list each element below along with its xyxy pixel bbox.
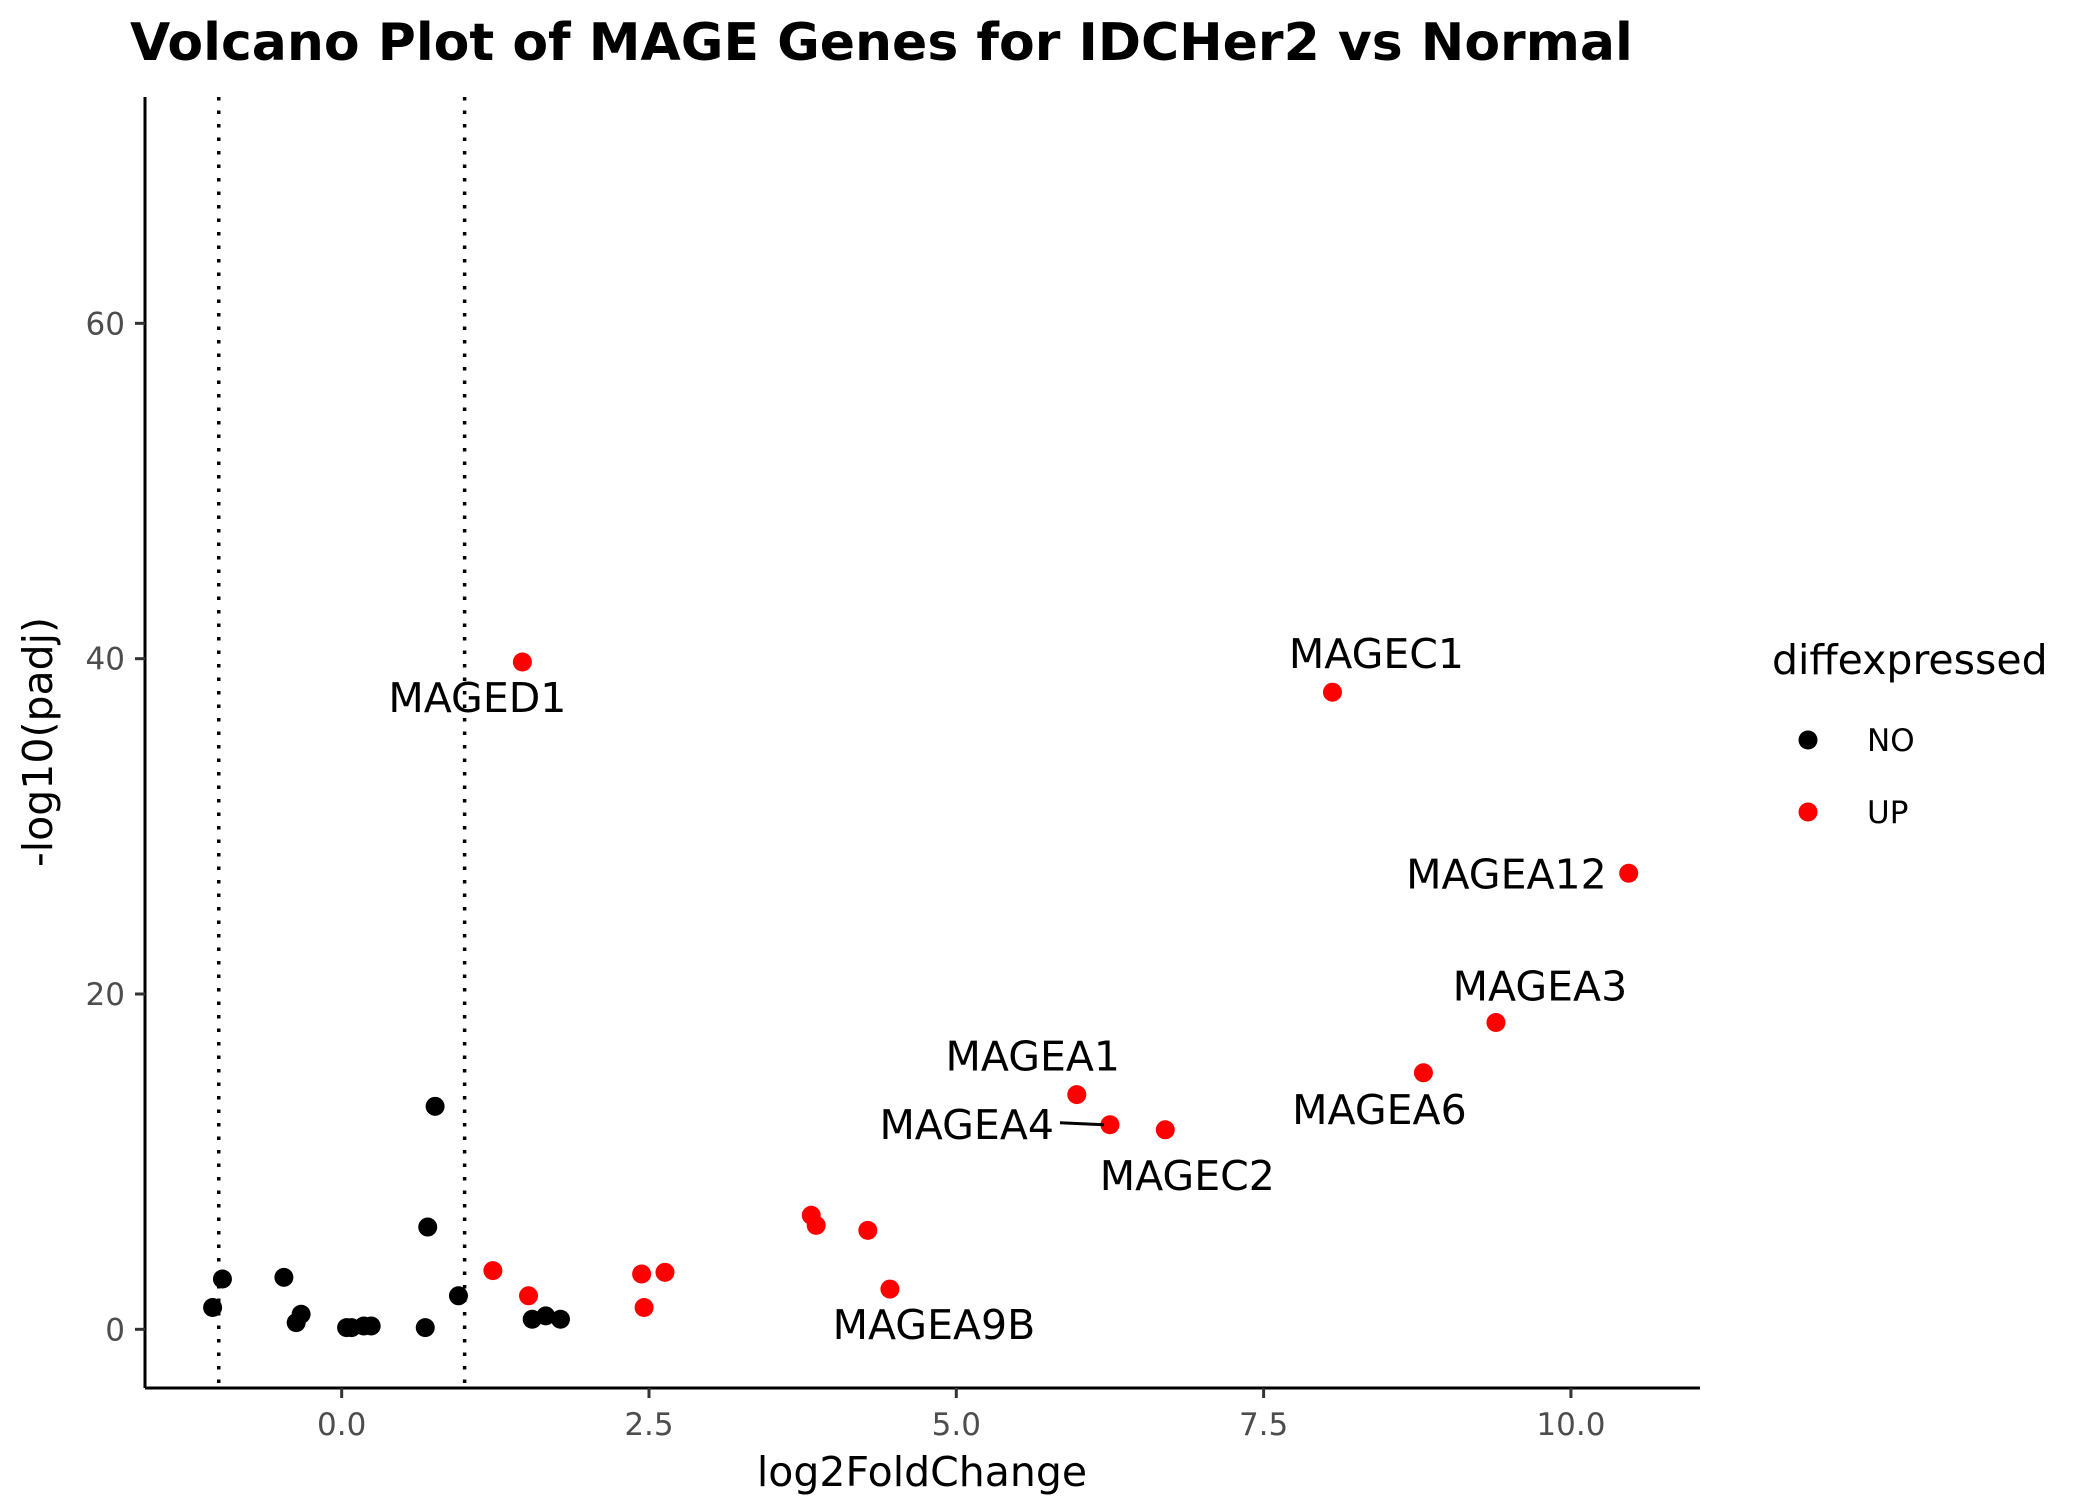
gene-label: MAGEA9B (833, 1301, 1036, 1349)
x-tick-label: 0.0 (317, 1407, 366, 1443)
y-tick-label: 20 (86, 977, 125, 1013)
legend: diffexpressed NO UP (1772, 636, 2048, 831)
point-no (212, 1269, 232, 1289)
x-tick-label: 10.0 (1536, 1407, 1605, 1443)
y-axis-ticks: 0 20 40 60 (86, 306, 145, 1348)
gene-labels: MAGED1 MAGEA9B MAGEA1 MAGEA4 MAGEC2 MAGEC1 MAG… (388, 630, 1627, 1349)
point-up (806, 1215, 826, 1235)
gene-label: MAGEA12 (1406, 850, 1607, 898)
point-no (448, 1286, 468, 1306)
legend-title: diffexpressed (1772, 636, 2048, 684)
data-points (203, 652, 1639, 1338)
point-up (634, 1298, 654, 1318)
point-up (512, 652, 532, 672)
point-no (536, 1306, 556, 1326)
y-axis-title: -log10(padj) (14, 617, 62, 867)
label-leader-line (1059, 1121, 1105, 1127)
gene-label: MAGEA4 (879, 1101, 1054, 1149)
y-tick-label: 0 (105, 1312, 125, 1348)
gene-label: MAGEA3 (1453, 962, 1628, 1010)
point-up (1619, 863, 1639, 883)
legend-label-up: UP (1867, 795, 1908, 831)
point-up (880, 1279, 900, 1299)
chart-title: Volcano Plot of MAGE Genes for IDCHer2 v… (130, 13, 1633, 73)
point-up (483, 1261, 503, 1281)
x-tick-label: 5.0 (932, 1407, 981, 1443)
point-no (425, 1096, 445, 1116)
point-no (361, 1316, 381, 1336)
x-tick-label: 7.5 (1239, 1407, 1288, 1443)
point-up (1155, 1120, 1175, 1140)
threshold-lines (217, 97, 467, 1388)
point-no (415, 1318, 435, 1338)
y-tick-label: 40 (86, 642, 125, 678)
x-axis-ticks: 0.0 2.5 5.0 7.5 10.0 (317, 1388, 1605, 1443)
gene-label: MAGEA1 (946, 1033, 1121, 1081)
point-up (519, 1286, 539, 1306)
point-no (274, 1267, 294, 1287)
legend-key-no (1798, 730, 1818, 750)
gene-label: MAGEC2 (1100, 1152, 1275, 1200)
point-no (550, 1309, 570, 1329)
point-up (1413, 1063, 1433, 1083)
point-up (632, 1264, 652, 1284)
point-up (1100, 1115, 1120, 1135)
point-no (418, 1217, 438, 1237)
legend-label-no: NO (1867, 723, 1915, 759)
y-tick-label: 60 (86, 306, 125, 342)
gene-label: MAGEC1 (1289, 630, 1464, 678)
gene-label: MAGEA6 (1292, 1086, 1467, 1134)
point-up (655, 1262, 675, 1282)
point-no (203, 1298, 223, 1318)
point-no (291, 1304, 311, 1324)
point-up (1067, 1085, 1087, 1105)
gene-label: MAGED1 (388, 674, 566, 722)
point-up (1322, 682, 1342, 702)
legend-key-up (1798, 802, 1818, 822)
point-up (858, 1220, 878, 1240)
x-axis-title: log2FoldChange (757, 1448, 1087, 1496)
x-tick-label: 2.5 (624, 1407, 673, 1443)
point-up (1486, 1012, 1506, 1032)
